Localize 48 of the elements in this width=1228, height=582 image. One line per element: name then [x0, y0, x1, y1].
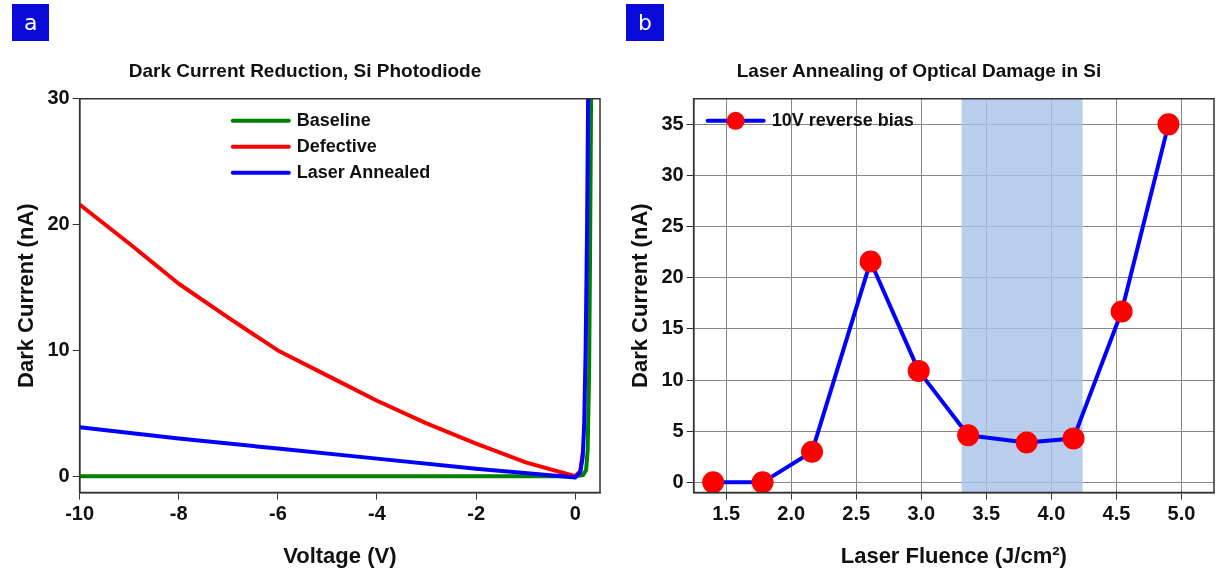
x-tick-label: 2.0 — [777, 502, 806, 525]
point — [801, 440, 824, 463]
x-tick-label: -10 — [65, 502, 95, 525]
x-tick-label: 4.0 — [1037, 502, 1066, 525]
y-tick-label: 30 — [661, 163, 684, 186]
legend-label: Defective — [296, 135, 377, 156]
x-axis-title: Laser Fluence (J/cm²) — [840, 542, 1067, 568]
legend-label: Baseline — [296, 109, 371, 130]
y-axis-title: Dark Current (nA) — [13, 203, 39, 388]
x-tick-label: 3.5 — [972, 502, 1001, 525]
x-tick-label: 1.5 — [712, 502, 741, 525]
point — [957, 424, 980, 447]
x-tick-label: 3.0 — [907, 502, 936, 525]
y-axis-title: Dark Current (nA) — [627, 203, 653, 388]
y-tick-label: 5 — [672, 418, 684, 441]
y-tick-label: 20 — [661, 265, 684, 288]
y-tick-label: 15 — [661, 316, 684, 339]
x-tick-label: 0 — [569, 502, 581, 525]
y-tick-label: 30 — [47, 86, 70, 109]
y-tick-label: 0 — [672, 469, 684, 492]
x-tick-label: 2.5 — [842, 502, 871, 525]
x-axis-title: Voltage (V) — [283, 542, 397, 568]
y-tick-label: 0 — [58, 463, 70, 486]
text: b — [626, 4, 664, 41]
chart-title: Laser Annealing of Optical Damage in Si — [736, 59, 1102, 81]
point — [751, 471, 774, 493]
point — [1062, 427, 1085, 450]
x-tick-label: 5.0 — [1167, 502, 1196, 525]
point — [1157, 113, 1180, 136]
x-tick-label: 4.5 — [1102, 502, 1131, 525]
x-tick-label: -8 — [169, 502, 188, 525]
text: a — [12, 4, 50, 41]
y-tick-label: 25 — [661, 214, 684, 237]
legend-label: 10V reverse bias — [771, 109, 914, 130]
y-tick-label: 20 — [47, 212, 70, 235]
y-tick-label: 35 — [661, 111, 684, 134]
y-tick-label: 10 — [661, 367, 684, 390]
chart-title: Dark Current Reduction, Si Photodiode — [128, 59, 482, 81]
legend-label: Laser Annealed — [296, 161, 431, 182]
point — [859, 250, 882, 273]
point — [1015, 431, 1038, 454]
x-tick-label: -2 — [467, 502, 485, 525]
x-tick-label: -6 — [268, 502, 287, 525]
point — [907, 359, 930, 382]
point — [1110, 300, 1133, 323]
point — [702, 471, 725, 493]
y-tick-label: 10 — [47, 337, 70, 360]
x-tick-label: -4 — [368, 502, 387, 525]
